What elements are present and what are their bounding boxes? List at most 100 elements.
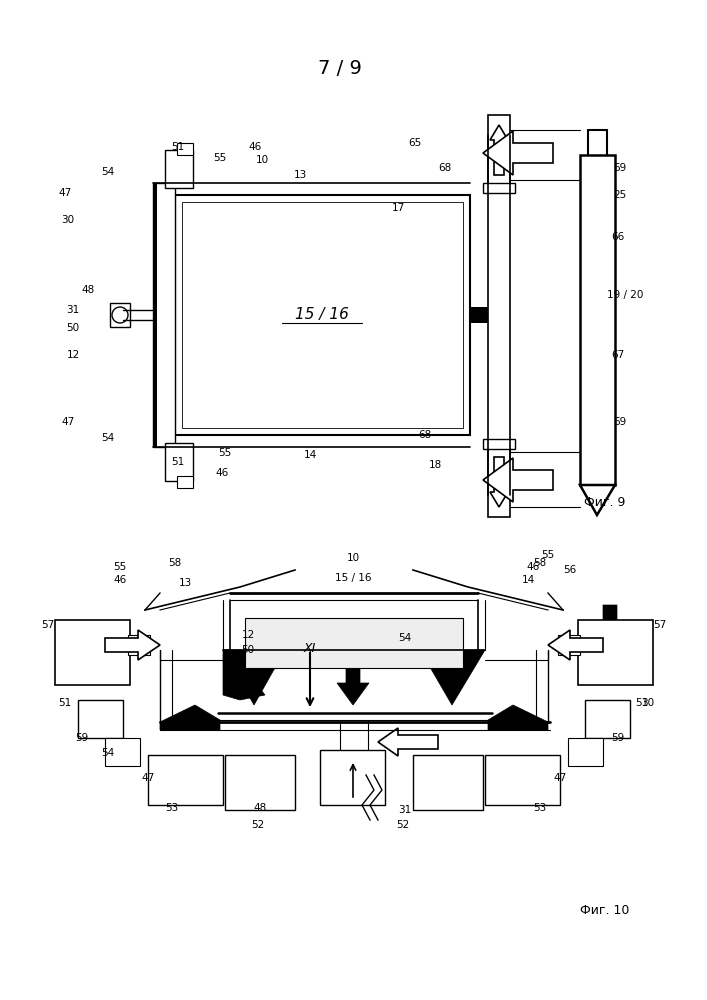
Bar — [78, 700, 123, 738]
Text: 51: 51 — [59, 698, 71, 708]
Text: 59: 59 — [76, 733, 88, 743]
Text: 47: 47 — [141, 773, 155, 783]
Text: 57: 57 — [42, 620, 54, 630]
Polygon shape — [420, 650, 485, 705]
Text: 68: 68 — [419, 430, 432, 440]
Text: 10: 10 — [255, 155, 269, 165]
Text: 51: 51 — [171, 457, 185, 467]
Text: 56: 56 — [563, 565, 577, 575]
Polygon shape — [594, 605, 626, 660]
Polygon shape — [488, 705, 548, 730]
Bar — [488, 447, 510, 517]
Bar — [110, 303, 130, 327]
Text: Фиг. 9: Фиг. 9 — [584, 495, 626, 508]
Bar — [585, 700, 630, 738]
Polygon shape — [490, 125, 508, 175]
Text: 66: 66 — [612, 232, 624, 242]
Text: 31: 31 — [66, 305, 80, 315]
Bar — [488, 115, 510, 185]
Bar — [320, 750, 385, 805]
Text: 15 / 16: 15 / 16 — [334, 573, 371, 583]
Polygon shape — [223, 650, 265, 700]
Bar — [578, 620, 653, 685]
Text: 51: 51 — [171, 142, 185, 152]
Text: 50: 50 — [241, 645, 255, 655]
Circle shape — [112, 307, 128, 323]
Bar — [128, 635, 150, 655]
Text: 46: 46 — [216, 468, 228, 478]
Text: 69: 69 — [614, 163, 626, 173]
Text: 19 / 20: 19 / 20 — [607, 290, 643, 300]
Text: 55: 55 — [214, 153, 227, 163]
Text: 18: 18 — [428, 460, 442, 470]
Text: 30: 30 — [62, 215, 74, 225]
Bar — [165, 443, 193, 481]
Polygon shape — [490, 457, 508, 507]
Text: 46: 46 — [248, 142, 262, 152]
Text: 12: 12 — [66, 350, 80, 360]
Bar — [483, 439, 515, 449]
Text: 46: 46 — [113, 575, 127, 585]
Polygon shape — [105, 630, 160, 660]
Text: 47: 47 — [554, 773, 566, 783]
Text: 15 / 16: 15 / 16 — [295, 308, 349, 322]
Text: 68: 68 — [438, 163, 452, 173]
Bar — [55, 620, 130, 685]
Text: 54: 54 — [398, 633, 411, 643]
Text: 46: 46 — [527, 562, 539, 572]
Text: 13: 13 — [293, 170, 307, 180]
Text: 54: 54 — [101, 748, 115, 758]
Text: 31: 31 — [398, 805, 411, 815]
Polygon shape — [483, 131, 553, 175]
Text: 53: 53 — [533, 803, 547, 813]
Text: 58: 58 — [168, 558, 182, 568]
Bar — [177, 143, 193, 155]
Text: XI: XI — [604, 608, 617, 621]
Bar — [413, 755, 483, 810]
Bar — [153, 183, 158, 447]
Polygon shape — [483, 458, 553, 502]
Text: 52: 52 — [397, 820, 409, 830]
Bar — [558, 635, 580, 655]
Text: 14: 14 — [521, 575, 534, 585]
Bar — [483, 183, 515, 193]
Text: 53: 53 — [165, 803, 179, 813]
Text: 50: 50 — [66, 323, 80, 333]
Text: 30: 30 — [641, 698, 655, 708]
Text: 69: 69 — [614, 417, 626, 427]
Text: 17: 17 — [392, 203, 404, 213]
Text: Фиг. 10: Фиг. 10 — [580, 904, 630, 916]
Bar — [485, 755, 560, 805]
Text: 13: 13 — [178, 578, 192, 588]
Text: 57: 57 — [653, 620, 667, 630]
Text: 55: 55 — [113, 562, 127, 572]
Polygon shape — [160, 705, 220, 730]
Bar — [165, 150, 193, 188]
Text: 59: 59 — [612, 733, 624, 743]
Text: 54: 54 — [101, 433, 115, 443]
Bar — [245, 618, 463, 668]
Bar — [580, 155, 615, 485]
Text: 48: 48 — [253, 803, 267, 813]
Polygon shape — [223, 650, 285, 705]
Bar — [568, 738, 603, 766]
Bar — [148, 755, 223, 805]
Text: 67: 67 — [612, 350, 624, 360]
Bar — [182, 202, 463, 428]
Bar — [105, 738, 140, 766]
Bar — [153, 183, 157, 447]
Text: 52: 52 — [252, 820, 264, 830]
Text: 7 / 9: 7 / 9 — [318, 58, 362, 78]
Bar — [177, 476, 193, 488]
Text: XI: XI — [304, 642, 316, 654]
Text: 51: 51 — [636, 698, 648, 708]
Text: 58: 58 — [533, 558, 547, 568]
Bar — [175, 195, 470, 435]
Polygon shape — [580, 485, 615, 515]
Polygon shape — [548, 630, 603, 660]
Text: 12: 12 — [241, 630, 255, 640]
Text: 55: 55 — [542, 550, 554, 560]
Polygon shape — [337, 650, 369, 705]
Text: 54: 54 — [101, 167, 115, 177]
Bar — [153, 183, 175, 447]
